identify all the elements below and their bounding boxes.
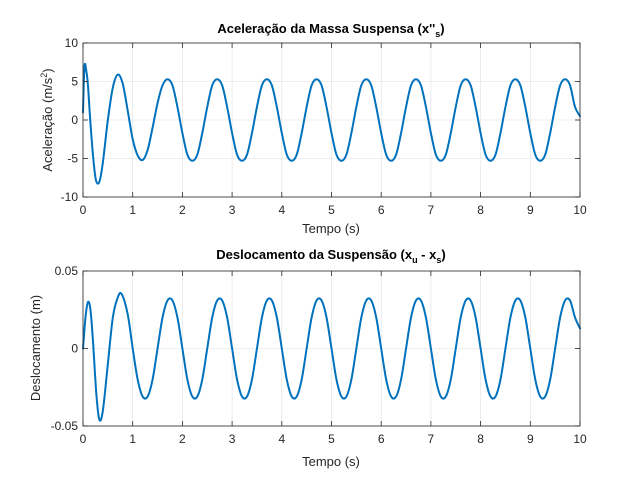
displacement-x-tick-label-7: 7: [428, 432, 435, 446]
acceleration-x-tick-label-10: 10: [573, 203, 587, 217]
displacement-y-axis-label: Deslocamento (m): [28, 295, 43, 401]
displacement-x-tick-label-4: 4: [278, 432, 285, 446]
displacement-title-end: ): [441, 247, 445, 262]
acceleration-plot: Aceleração da Massa Suspensa (x''s) 0 1 2 3…: [39, 21, 587, 236]
acceleration-y-tick-label-4: 10: [65, 36, 79, 50]
acceleration-ylabel-superscript: 2: [39, 73, 49, 78]
acceleration-title-end: ): [440, 21, 444, 36]
displacement-y-tick-label-2: 0.05: [55, 264, 79, 278]
displacement-x-tick-label-1: 1: [129, 432, 136, 446]
displacement-y-tick-label-1: 0: [71, 342, 78, 356]
acceleration-y-axis-label: Aceleração (m/s2): [39, 68, 55, 171]
acceleration-x-tick-label-4: 4: [278, 203, 285, 217]
displacement-x-tick-label-2: 2: [179, 432, 186, 446]
acceleration-series-group: [82, 62, 581, 185]
acceleration-x-tick-label-0: 0: [80, 203, 87, 217]
displacement-x-axis-label: Tempo (s): [302, 454, 360, 469]
acceleration-x-tick-label-1: 1: [129, 203, 136, 217]
displacement-y-tick-label-0: -0.05: [51, 419, 79, 433]
displacement-x-tick-label-8: 8: [477, 432, 484, 446]
acceleration-x-tick-label-2: 2: [179, 203, 186, 217]
acceleration-ylabel-main: Aceleração (m/s: [40, 77, 55, 171]
acceleration-x-ticks: 0 1 2 3 4 5 6 7 8 9 10: [80, 43, 587, 217]
displacement-x-ticks: 0 1 2 3 4 5 6 7 8 9 10: [80, 271, 587, 446]
displacement-x-tick-label-6: 6: [378, 432, 385, 446]
displacement-series-line-0: [82, 291, 581, 422]
acceleration-plot-title: Aceleração da Massa Suspensa (x''s): [217, 21, 444, 39]
acceleration-x-tick-label-5: 5: [328, 203, 335, 217]
displacement-x-tick-label-5: 5: [328, 432, 335, 446]
acceleration-x-tick-label-8: 8: [477, 203, 484, 217]
displacement-title-mid: - x: [418, 247, 438, 262]
displacement-title-main: Deslocamento da Suspensão (x: [216, 247, 413, 262]
displacement-series-group: [82, 291, 581, 422]
displacement-x-tick-label-10: 10: [573, 432, 587, 446]
acceleration-y-tick-label-2: 0: [71, 113, 78, 127]
displacement-y-ticks: -0.05 0 0.05: [51, 264, 580, 433]
acceleration-y-tick-label-3: 5: [71, 75, 78, 89]
acceleration-title-main: Aceleração da Massa Suspensa (x'': [217, 21, 435, 36]
acceleration-x-tick-label-6: 6: [378, 203, 385, 217]
acceleration-y-tick-label-1: -5: [67, 152, 78, 166]
displacement-x-tick-label-9: 9: [527, 432, 534, 446]
acceleration-y-tick-label-0: -10: [61, 190, 79, 204]
acceleration-x-tick-label-3: 3: [229, 203, 236, 217]
acceleration-title-subscript: s: [435, 29, 440, 39]
acceleration-series-line-0: [82, 62, 581, 185]
acceleration-ylabel-end: ): [40, 68, 55, 72]
acceleration-x-axis-label: Tempo (s): [302, 221, 360, 236]
displacement-plot: Deslocamento da Suspensão (xu - xs) 0 1 2 3…: [28, 247, 587, 469]
displacement-x-tick-label-3: 3: [229, 432, 236, 446]
displacement-title-subscript-u: u: [412, 255, 418, 265]
displacement-plot-title: Deslocamento da Suspensão (xu - xs): [216, 247, 445, 265]
displacement-title-subscript-s: s: [436, 255, 441, 265]
displacement-x-tick-label-0: 0: [80, 432, 87, 446]
acceleration-y-ticks: -10 -5 0 5 10: [61, 36, 580, 204]
acceleration-x-tick-label-9: 9: [527, 203, 534, 217]
acceleration-x-tick-label-7: 7: [428, 203, 435, 217]
